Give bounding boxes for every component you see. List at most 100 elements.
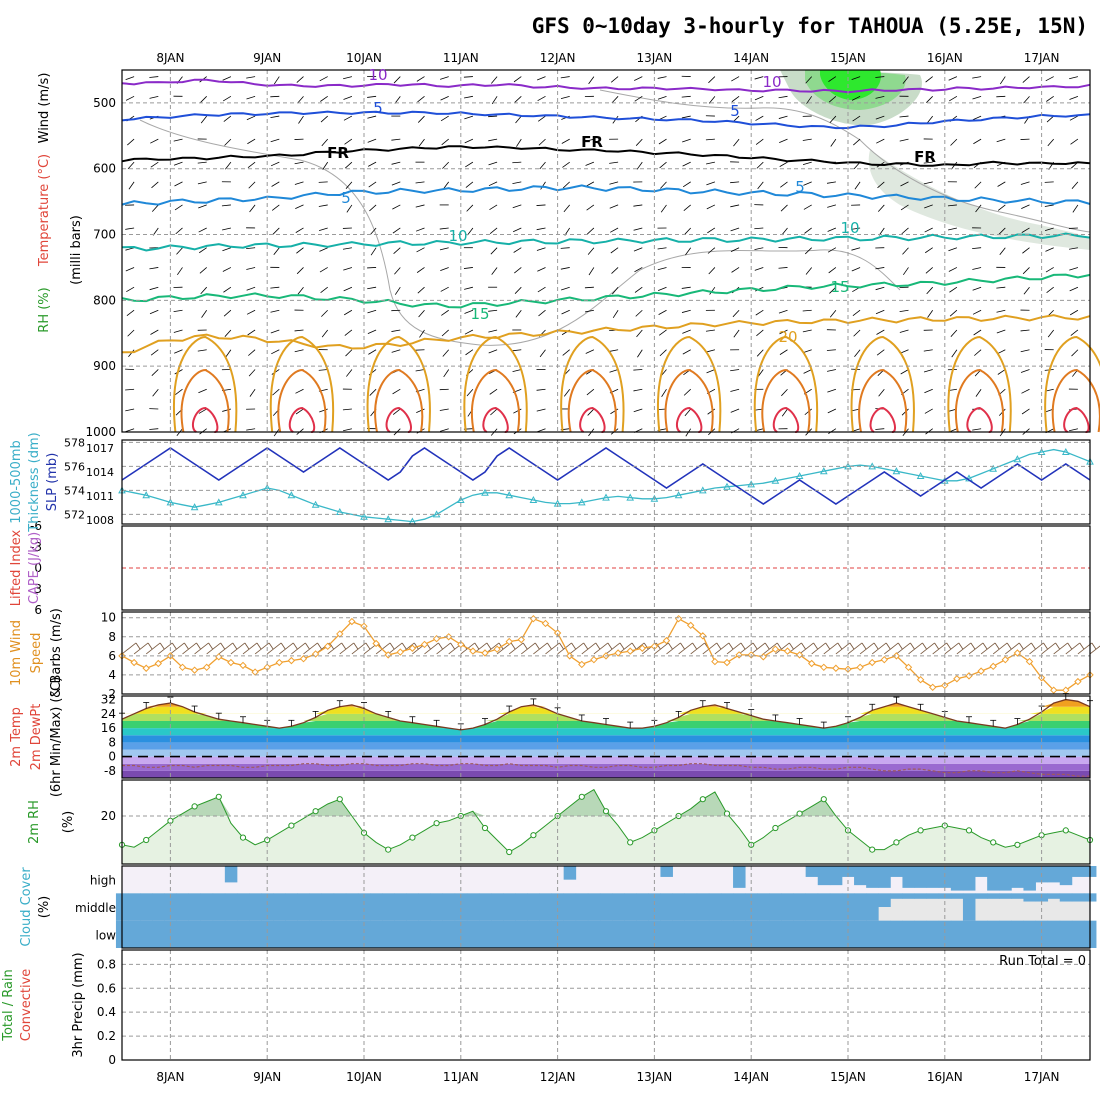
rh-point: [1062, 827, 1069, 834]
wind-barb: [320, 95, 328, 102]
wind10-barb: [254, 642, 270, 655]
wind-barb: [415, 181, 425, 184]
wind-barb: [561, 138, 570, 144]
cloud-bar: [817, 866, 831, 886]
wind10-speed-point: [469, 647, 477, 655]
wind-barb: [394, 286, 401, 295]
wind10-barb: [873, 642, 879, 650]
cloud-bar: [539, 893, 552, 921]
wind-barb: [877, 181, 885, 189]
wind-barb: [1022, 267, 1030, 275]
wind-barb: [539, 349, 546, 358]
wind-barb: [537, 95, 546, 102]
wind10-speed-point: [759, 653, 768, 661]
wind10-speed-point: [674, 614, 683, 623]
day-label-bottom: 8JAN: [156, 1070, 184, 1084]
wind-barb: [585, 349, 595, 354]
wind-barb: [707, 227, 716, 234]
wind10-barb: [1041, 642, 1056, 655]
wind-barb: [294, 329, 304, 332]
wind-barb: [439, 408, 449, 411]
wind-barb: [1072, 204, 1079, 213]
wind-barb: [392, 408, 401, 415]
warm-lobe-contour: [366, 335, 431, 433]
wind-barb: [125, 76, 135, 81]
thickness-point: [456, 495, 465, 503]
warm-lobe-contour: [1051, 368, 1100, 433]
wind-barb: [175, 227, 183, 235]
wind-barb: [705, 138, 715, 141]
wind-barb: [537, 115, 546, 122]
wind-barb: [246, 95, 256, 100]
wind-barb: [296, 76, 304, 83]
wind-barb: [854, 349, 861, 357]
wind-barb: [972, 428, 982, 431]
cloud-bar: [200, 893, 214, 921]
wind-barb: [149, 309, 159, 315]
wind10-barb: [292, 642, 298, 650]
wind-barb: [902, 247, 909, 255]
wind-barb: [151, 204, 159, 212]
day-label-bottom: 10JAN: [346, 1070, 382, 1084]
wind-barb: [319, 247, 328, 252]
rh-point: [965, 827, 973, 834]
wind-barb: [1022, 247, 1030, 254]
cloud-bar: [769, 920, 782, 948]
wind10-barb: [968, 642, 984, 655]
rh-point: [990, 839, 997, 846]
wind10-barb: [533, 642, 548, 655]
wind-barb: [757, 369, 764, 377]
wind10-speed-point: [396, 648, 405, 656]
wind-barb: [949, 286, 958, 293]
wind-barb: [1047, 329, 1055, 338]
panel-frame: [121, 779, 1091, 865]
cloud-bar: [696, 893, 710, 921]
wind-barb: [343, 309, 353, 316]
wind-barb: [540, 181, 546, 190]
thickness-point: [505, 491, 514, 499]
day-label-top: 13JAN: [637, 51, 673, 65]
wind10-barb: [932, 642, 947, 655]
wind10-barb: [871, 642, 887, 655]
rh-point: [578, 793, 585, 800]
panel-label: (6hr Min/Max) (°C): [49, 677, 64, 797]
wind10-barb: [847, 642, 863, 655]
cloud-bar: [309, 920, 323, 948]
cloud-bar: [624, 893, 637, 921]
wind-barb: [271, 349, 280, 355]
wind-barb: [369, 388, 377, 396]
thickness-point: [287, 491, 296, 499]
wind-barb: [755, 309, 764, 316]
cloud-bar: [975, 920, 988, 948]
cloud-bar: [805, 893, 819, 921]
cloud-bar: [733, 866, 746, 888]
rh-contour: [599, 89, 1091, 233]
warm-lobe-contour: [858, 368, 908, 433]
cloud-bar: [1023, 893, 1036, 902]
wind-barb: [852, 115, 861, 122]
cloud-bar: [236, 920, 250, 948]
cloud-bar: [152, 920, 165, 948]
wind10-barb: [884, 642, 899, 655]
wind-barb: [826, 349, 836, 351]
wind-barb: [273, 247, 280, 256]
cloud-bar: [212, 893, 226, 921]
wind-barb: [1071, 349, 1079, 357]
cloud-bar: [224, 893, 238, 921]
wind10-barb: [813, 642, 818, 650]
wind-barb: [296, 247, 304, 254]
wind-barb: [512, 369, 522, 373]
wind-barb: [176, 247, 183, 255]
contour-label: 5: [341, 189, 351, 207]
wind-barb: [681, 286, 691, 289]
cloud-bar: [1023, 866, 1036, 891]
cloud-bar: [878, 893, 891, 907]
temp-tick-label: 24: [101, 707, 116, 721]
panel-label: Total / Rain: [1, 969, 16, 1042]
cloud-bar: [926, 893, 940, 899]
wind-barb: [925, 267, 933, 274]
wind-barb: [1069, 309, 1079, 316]
wind-barb: [222, 247, 232, 252]
wind10-barb: [1065, 642, 1081, 655]
wind10-barb: [666, 642, 681, 655]
